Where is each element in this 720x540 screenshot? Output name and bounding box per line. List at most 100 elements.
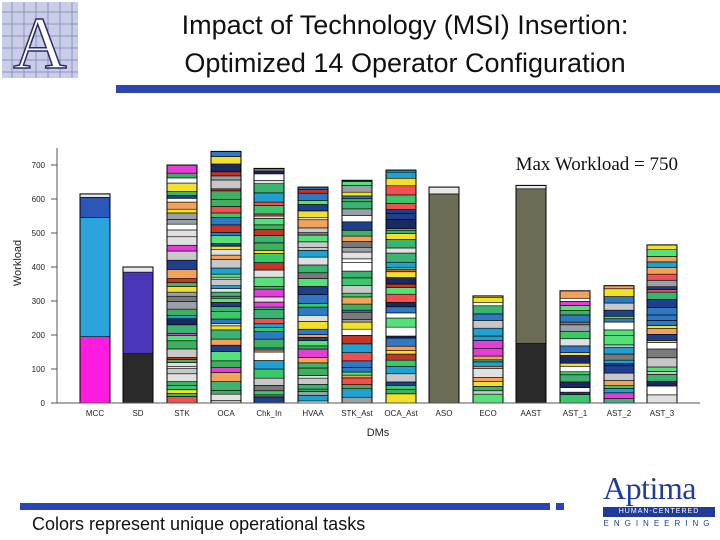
bar-segment [385, 326, 417, 337]
bar-segment [341, 198, 373, 203]
bar-segment [166, 212, 198, 220]
bar-segment [166, 282, 198, 287]
bar-segment [603, 363, 635, 366]
bar-segment [472, 305, 504, 315]
bar-segment [603, 372, 635, 381]
bar-segment [385, 233, 417, 240]
bar-segment [341, 311, 373, 321]
bar-segment [646, 273, 678, 281]
bar-segment [559, 355, 591, 364]
footer-underline [20, 503, 550, 510]
bar-segment [253, 262, 285, 271]
bar-segment [603, 353, 635, 361]
bar-segment [166, 359, 198, 363]
bar-segment [297, 227, 329, 233]
bar-segment [166, 365, 198, 369]
bar-segment [341, 270, 373, 279]
bar-segment [385, 213, 417, 220]
bar-segment [210, 329, 242, 340]
bar-segment [253, 250, 285, 254]
bar-segment [253, 347, 285, 351]
bar-segment [646, 279, 678, 288]
x-tick-label: STK_Ast [341, 409, 373, 418]
bar-segment [385, 283, 417, 288]
bar-segment [385, 287, 417, 295]
bar-segment [297, 250, 329, 258]
bar-segment [210, 259, 242, 269]
bar-segment [559, 374, 591, 383]
bar-segment [603, 347, 635, 355]
bar-segment [385, 302, 417, 308]
bar-segment [253, 338, 285, 349]
bar-segment [341, 229, 373, 237]
bar-segment [341, 241, 373, 248]
x-tick-label: AAST [521, 409, 542, 418]
bar-segment [210, 285, 242, 289]
bar-segment [210, 232, 242, 237]
brand-sub: ENGINEERING [603, 519, 715, 528]
bar-segment [253, 323, 285, 328]
bar-segment [341, 374, 373, 379]
bar-segment [166, 223, 198, 231]
bar-segment [385, 252, 417, 263]
bar-segment [341, 384, 373, 390]
bar-segment [297, 219, 329, 229]
bar-segment [166, 333, 198, 336]
x-tick-label: SD [132, 409, 143, 418]
bar-segment [603, 365, 635, 374]
bar-segment [385, 389, 417, 395]
bar-segment [253, 229, 285, 236]
bar-segment [385, 306, 417, 314]
bar-segment [341, 328, 373, 336]
logo-letter: A [13, 3, 66, 78]
bar-segment [603, 329, 635, 336]
bar-ast-2 [603, 285, 635, 404]
bar-segment [341, 296, 373, 305]
bar-segment [341, 235, 373, 242]
bar-segment [210, 360, 242, 368]
bar-segment [210, 323, 242, 327]
bar-segment [646, 340, 678, 343]
chart-bars [79, 150, 678, 404]
bar-segment [341, 343, 373, 353]
bar-segment [646, 289, 678, 293]
bar-segment [472, 355, 504, 361]
bar-segment [253, 296, 285, 303]
bar-segment [646, 286, 678, 290]
bar-segment [603, 302, 635, 311]
bar-segment [297, 391, 329, 396]
bar-segment [341, 191, 373, 197]
bar-segment [122, 353, 154, 404]
bar-segment [603, 316, 635, 319]
stacked-bar-chart: 0 100 200 300 400 500 600 700 MCC SD STK OCA Chk_In H… [12, 148, 700, 439]
bar-segment [253, 269, 285, 278]
brand-tagline: HUMAN-CENTERED [603, 507, 715, 517]
bar-segment [166, 236, 198, 246]
bar-segment [341, 277, 373, 287]
bar-segment [210, 278, 242, 287]
bar-segment [646, 267, 678, 275]
bar-segment [297, 303, 329, 308]
bar-segment [297, 278, 329, 287]
bar-segment [428, 186, 460, 195]
x-tick-label: STK [174, 409, 190, 418]
bar-segment [166, 389, 198, 394]
bar-segment [472, 361, 504, 367]
bar-segment [385, 365, 417, 375]
bar-segment [166, 244, 198, 252]
bar-segment [253, 242, 285, 251]
bar-segment [385, 185, 417, 196]
bar-segment [253, 205, 285, 215]
bar-segment [385, 171, 417, 179]
bar-segment [253, 253, 285, 263]
bar-segment [166, 201, 198, 210]
bar-segment [559, 394, 591, 404]
bar-segment [210, 212, 242, 218]
bar-segment [253, 288, 285, 298]
bar-segment [210, 217, 242, 226]
y-tick-label: 500 [32, 229, 46, 238]
bar-segment [472, 359, 504, 363]
bar-aso [428, 186, 460, 404]
bar-segment [559, 338, 591, 347]
bar-segment [166, 208, 198, 214]
